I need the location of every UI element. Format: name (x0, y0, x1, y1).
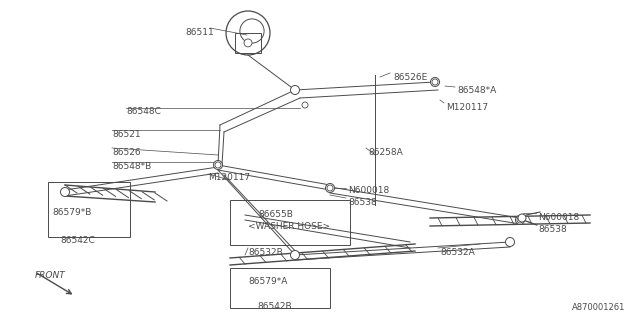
Text: 86511: 86511 (185, 28, 214, 37)
Circle shape (432, 79, 438, 85)
Circle shape (517, 217, 523, 223)
Text: N600018: N600018 (348, 186, 389, 195)
Circle shape (291, 85, 300, 94)
Text: 86548*B: 86548*B (112, 162, 151, 171)
Circle shape (244, 39, 252, 47)
Circle shape (518, 214, 526, 222)
Text: <WASHER HOSE>: <WASHER HOSE> (248, 222, 330, 231)
Text: 86655B: 86655B (258, 210, 293, 219)
Text: 86526: 86526 (112, 148, 141, 157)
Bar (230, 268, 330, 308)
Text: 86548C: 86548C (126, 107, 161, 116)
Bar (235, 33, 261, 53)
Text: 86538: 86538 (348, 198, 377, 207)
Text: A870001261: A870001261 (572, 303, 625, 312)
Text: M120117: M120117 (446, 103, 488, 112)
Circle shape (302, 102, 308, 108)
Text: 86532B: 86532B (248, 248, 283, 257)
Circle shape (291, 251, 300, 260)
Text: N600018: N600018 (538, 213, 579, 222)
Text: 86526E: 86526E (393, 73, 428, 82)
Text: 86579*B: 86579*B (52, 208, 92, 217)
Circle shape (431, 77, 440, 86)
Text: 86258A: 86258A (368, 148, 403, 157)
Text: M120117: M120117 (208, 173, 250, 182)
Text: FRONT: FRONT (35, 271, 66, 280)
Circle shape (214, 161, 223, 170)
Text: 86542C: 86542C (60, 236, 95, 245)
Text: 86548*A: 86548*A (457, 86, 496, 95)
Circle shape (506, 237, 515, 246)
Circle shape (215, 162, 221, 168)
Bar (48, 182, 130, 237)
Circle shape (326, 183, 335, 193)
Circle shape (61, 188, 70, 196)
Bar (230, 200, 350, 245)
Text: 86542B: 86542B (257, 302, 292, 311)
Text: 86532A: 86532A (440, 248, 475, 257)
Circle shape (515, 215, 525, 225)
Circle shape (327, 185, 333, 191)
Text: 86579*A: 86579*A (248, 277, 287, 286)
Text: 86521: 86521 (112, 130, 141, 139)
Text: 86538: 86538 (538, 225, 567, 234)
